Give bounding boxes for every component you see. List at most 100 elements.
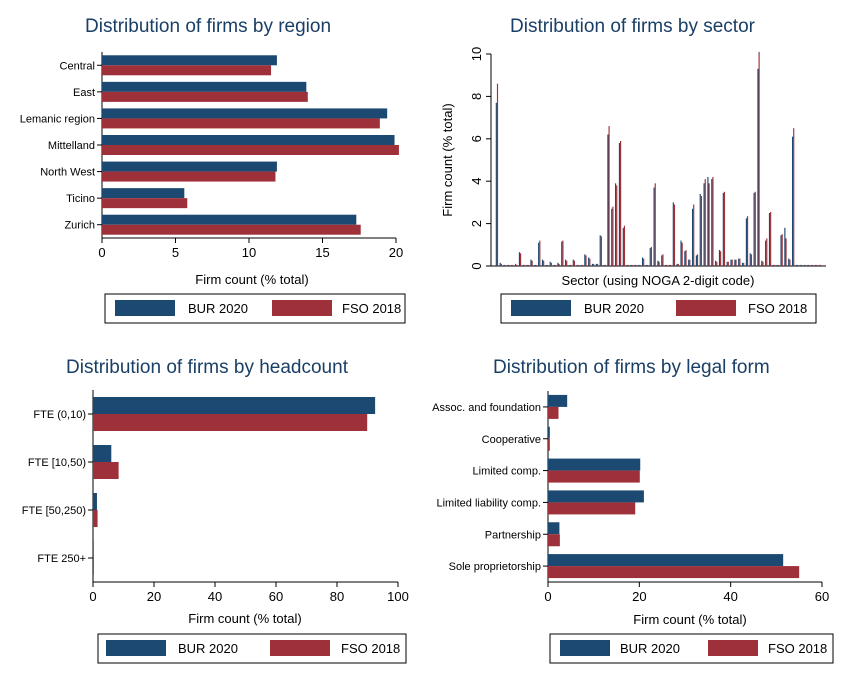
bar-fso-2018-sector-63 [708, 183, 710, 266]
bar-fso-2018-sector-6 [512, 264, 514, 266]
x-tick-label: 60 [269, 589, 283, 604]
bar-bur-2020-limited-liability-comp [548, 490, 644, 503]
bar-bur-2020-sector-58 [688, 259, 690, 266]
bar-bur-2020-sector-61 [699, 193, 701, 266]
bar-fso-2018-sector-56 [685, 250, 687, 266]
bar-bur-2020-central [102, 55, 277, 66]
bar-bur-2020-sector-92 [803, 264, 805, 266]
bar-fso-2018-sector-31 [608, 126, 610, 266]
bar-bur-2020-sector-90 [795, 264, 797, 266]
bar-fso-2018-sector-75 [750, 254, 752, 266]
category-label: FTE 250+ [37, 553, 86, 565]
bar-fso-2018-sector-95 [816, 264, 818, 266]
bar-bur-2020-sector-88 [791, 136, 794, 266]
chart-sector: Distribution of firms by sector 0246810 … [440, 16, 826, 324]
bar-fso-2018-sector-47 [658, 261, 660, 266]
bar-bur-2020-sector-35 [618, 143, 621, 266]
bar-bur-2020-sector-65 [715, 260, 717, 266]
x-tick-label: 40 [723, 589, 737, 604]
bar-fso-2018-sector-38 [631, 264, 633, 266]
bar-bur-2020-sector-64 [711, 179, 713, 266]
bar-bur-2020-mittelland [102, 135, 395, 145]
bar-fso-2018-sector-46 [654, 183, 656, 266]
legend-swatch-bur [115, 300, 175, 316]
bar-bur-2020-sector-63 [707, 176, 709, 266]
bar-bur-2020-sector-41 [638, 264, 640, 266]
category-label: FTE [50,250) [22, 505, 86, 517]
bar-bur-2020-sector-82 [772, 264, 774, 266]
bar-fso-2018-sector-42 [643, 258, 645, 266]
bar-fso-2018-sector-16 [550, 262, 552, 266]
bar-fso-2018-sector-55 [681, 242, 683, 266]
x-tick-label: 40 [208, 589, 222, 604]
bar-fso-2018-sector-64 [712, 176, 714, 266]
bar-bur-2020-sector-27 [591, 263, 594, 266]
chart-legal-form: Distribution of firms by legal form 0 20 4… [432, 357, 834, 664]
category-label: Assoc. and foundation [432, 402, 541, 414]
y-tick-label: 10 [469, 47, 484, 61]
bar-bur-2020-sector-45 [649, 247, 651, 266]
category-label: Sole proprietorship [449, 561, 541, 573]
x-axis-label: Firm count (% total) [188, 611, 301, 626]
bar-bur-2020-sole-proprietorship [548, 554, 784, 567]
bar-bur-2020-sector-80 [765, 240, 767, 266]
bar-bur-2020-sector-43 [645, 264, 647, 266]
bar-fso-2018-limited-liability-comp [548, 502, 636, 515]
bar-bur-2020-sector-46 [653, 187, 655, 266]
bar-fso-2018-sector-13 [539, 240, 541, 266]
y-tick-label: 6 [469, 135, 484, 142]
bar-bur-2020-sector-73 [741, 262, 744, 266]
bar-fso-2018-sector-24 [581, 264, 583, 266]
bar-bur-2020-east [102, 81, 307, 92]
bar-fso-2018-sector-9 [523, 264, 526, 266]
category-label: Lemanic region [20, 113, 95, 125]
bar-bur-2020-sector-37 [626, 264, 628, 266]
y-tick-label: 8 [469, 93, 484, 100]
bar-fso-2018-sector-51 [670, 264, 672, 266]
category-label: East [73, 87, 95, 99]
bar-fso-2018-sector-49 [662, 254, 664, 266]
bar-bur-2020-sector-71 [734, 259, 736, 266]
bar-fso-2018-sector-12 [535, 264, 537, 266]
chart-region: Distribution of firms by region 0 5 10 15 20… [20, 16, 406, 324]
bar-fso-2018-sector-25 [585, 255, 587, 266]
bar-fso-2018-sector-81 [770, 211, 772, 266]
bar-bur-2020-sector-33 [615, 183, 617, 266]
bar-bur-2020-sector-62 [703, 183, 705, 266]
category-label: Central [60, 60, 95, 72]
bar-fso-2018-cooperative [548, 438, 550, 451]
legend: BUR 2020 FSO 2018 [104, 293, 406, 324]
bar-fso-2018-sector-66 [720, 251, 722, 266]
bar-bur-2020-sector-51 [668, 264, 671, 266]
bar-fso-2018-sector-43 [646, 264, 649, 266]
legend-swatch-fso [270, 640, 330, 656]
chart-title: Distribution of firms by headcount [66, 357, 349, 378]
bar-fso-2018-sector-7 [516, 264, 518, 266]
bar-bur-2020-north-west [102, 161, 277, 172]
legend-label-fso: FSO 2018 [341, 641, 400, 656]
bar-fso-2018-sector-19 [562, 240, 564, 266]
bar-fso-2018-sector-96 [820, 264, 822, 266]
y-tick-label: 4 [469, 178, 484, 185]
bar-fso-2018-sector-80 [766, 238, 768, 266]
bar-fso-2018-east [102, 91, 308, 102]
bar-bur-2020-sector-17 [553, 264, 555, 266]
bar-bur-2020-sector-1 [495, 102, 497, 266]
bar-fso-2018-sole-proprietorship [548, 566, 800, 579]
bar-bur-2020-sector-85 [780, 235, 782, 266]
x-tick-label: 5 [172, 245, 179, 260]
bar-fso-2018-central [102, 65, 272, 76]
bar-fso-2018-zurich [102, 224, 361, 235]
category-label: Zurich [64, 220, 95, 232]
bar-bur-2020-sector-11 [530, 259, 532, 266]
bar-bur-2020-sector-42 [641, 257, 644, 266]
bar-bur-2020-sector-39 [634, 264, 636, 266]
bar-bur-2020-sector-49 [661, 255, 663, 266]
bar-bur-2020-lemanic-region [102, 108, 388, 119]
bar-fso-2018-sector-21 [570, 264, 572, 266]
bar-fso-2018-fte-0-10 [93, 414, 368, 431]
bar-bur-2020-sector-26 [588, 257, 590, 266]
bar-fso-2018-sector-39 [635, 264, 637, 266]
bar-fso-2018-sector-53 [677, 263, 679, 266]
bar-bur-2020-sector-5 [507, 264, 509, 266]
